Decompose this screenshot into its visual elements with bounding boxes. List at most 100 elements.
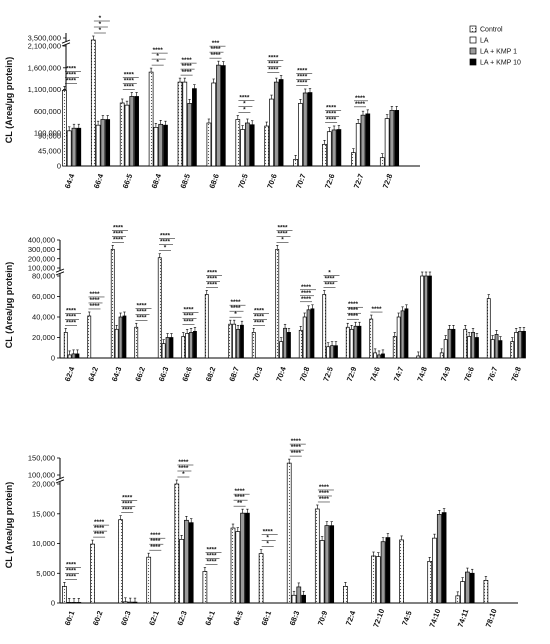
legend-swatch <box>470 48 476 54</box>
significance-stars: **** <box>66 567 77 574</box>
significance-stars: **** <box>230 299 241 306</box>
bar-la-kmp-1 <box>361 115 365 166</box>
bar-la-kmp-1 <box>72 128 76 166</box>
x-tick-label: 68:6 <box>207 173 221 190</box>
y-tick-label: 400,000 <box>28 236 55 245</box>
bar-control <box>456 596 460 603</box>
x-tick-label: 70:6 <box>265 173 279 190</box>
bar-control <box>259 554 263 603</box>
significance-stars: **** <box>178 465 189 472</box>
bar-la <box>421 276 424 358</box>
x-tick-label: 66:3 <box>157 366 171 383</box>
bar-la <box>270 99 274 166</box>
bar-la <box>515 332 518 358</box>
bar-control <box>178 82 182 166</box>
significance-stars: **** <box>136 314 147 321</box>
bar-la <box>236 532 240 603</box>
bar-la-kmp-1 <box>72 602 76 603</box>
bar-la <box>303 317 306 358</box>
bar-la-kmp-1 <box>101 120 105 166</box>
bar-control <box>203 571 207 603</box>
significance-stars: **** <box>124 77 135 84</box>
significance-stars: **** <box>291 450 302 457</box>
bar-la-kmp-10 <box>77 602 81 603</box>
bar-la <box>212 83 216 166</box>
bar-control <box>135 327 138 358</box>
bar-la-kmp-1 <box>390 110 394 166</box>
bar-la <box>280 342 283 358</box>
bar-la-kmp-10 <box>395 110 399 166</box>
significance-stars: **** <box>150 532 161 539</box>
significance-stars: **** <box>371 306 382 313</box>
significance-stars: **** <box>124 71 135 78</box>
x-tick-label: 64:2 <box>86 366 100 383</box>
bar-control <box>299 330 302 358</box>
bar-control <box>346 327 349 358</box>
bar-la <box>327 132 331 166</box>
bar-la-kmp-1 <box>332 130 336 166</box>
x-tick-label: 68:7 <box>227 366 241 383</box>
significance-stars: **** <box>268 54 279 61</box>
significance-stars: **** <box>263 529 274 536</box>
legend-swatch <box>470 37 476 43</box>
bar-la <box>444 340 447 358</box>
x-tick-label: 72:6 <box>323 173 337 190</box>
bar-la-kmp-10 <box>76 354 79 358</box>
bar-la-kmp-10 <box>77 128 81 166</box>
x-tick-label: 64:1 <box>203 610 217 627</box>
significance-stars: **** <box>66 561 77 568</box>
chart-panel-3: 05,00010,00015,00020,000100,000150,000CL… <box>4 438 518 629</box>
bar-control <box>62 586 66 603</box>
bar-control <box>149 72 153 166</box>
y-axis-label: CL (Area/µg protein) <box>4 482 14 569</box>
significance-stars: **** <box>94 525 105 532</box>
significance-stars: **** <box>113 230 124 237</box>
significance-stars: **** <box>182 69 193 76</box>
bar-control <box>440 353 443 358</box>
x-tick-label: 70:8 <box>298 366 312 383</box>
bar-la-kmp-10 <box>302 595 306 603</box>
y-tick-label: 1,600,000 <box>28 63 61 72</box>
x-tick-label: 66:5 <box>121 173 135 190</box>
bar-la <box>298 103 302 166</box>
legend-swatch <box>470 26 476 32</box>
significance-stars: **** <box>326 111 337 118</box>
bar-la-kmp-1 <box>274 82 278 166</box>
bar-la <box>96 125 100 166</box>
bar-la <box>154 127 158 166</box>
bar-la-kmp-10 <box>475 338 478 359</box>
bar-control <box>111 249 114 358</box>
y-tick-label: 0 <box>51 354 55 363</box>
bar-la <box>491 340 494 358</box>
significance-stars: **** <box>348 313 359 320</box>
bar-la <box>125 105 129 166</box>
significance-stars: **** <box>66 71 77 78</box>
bar-control <box>182 336 185 358</box>
x-tick-label: 64:5 <box>231 610 245 627</box>
significance-stars: **** <box>235 488 246 495</box>
x-tick-label: 72:5 <box>321 366 335 383</box>
y-tick-label: 600,000 <box>34 107 61 116</box>
x-tick-label: 74:10 <box>427 608 442 629</box>
bar-control <box>372 556 376 603</box>
x-tick-label: 62:1 <box>147 610 161 627</box>
significance-stars: **** <box>89 297 100 304</box>
x-tick-label: 64:4 <box>63 172 77 190</box>
bar-la-kmp-1 <box>465 572 469 603</box>
bar-la-kmp-10 <box>123 316 126 358</box>
bar-la-kmp-10 <box>279 79 283 166</box>
x-tick-label: 60:2 <box>91 610 105 627</box>
x-tick-label: 72:10 <box>371 608 386 629</box>
y-tick-label: 0 <box>57 162 61 171</box>
bar-la <box>468 336 471 358</box>
bar-la-kmp-10 <box>470 573 474 603</box>
y-tick-label: 100,000 <box>34 129 61 138</box>
bar-control <box>62 90 66 166</box>
significance-stars: **** <box>210 46 221 53</box>
significance-stars: **** <box>254 313 265 320</box>
bar-control <box>236 120 240 166</box>
y-tick-label: 40,000 <box>32 313 55 322</box>
significance-stars: **** <box>297 68 308 75</box>
bar-la-kmp-10 <box>337 130 341 166</box>
bar-control <box>351 153 355 166</box>
